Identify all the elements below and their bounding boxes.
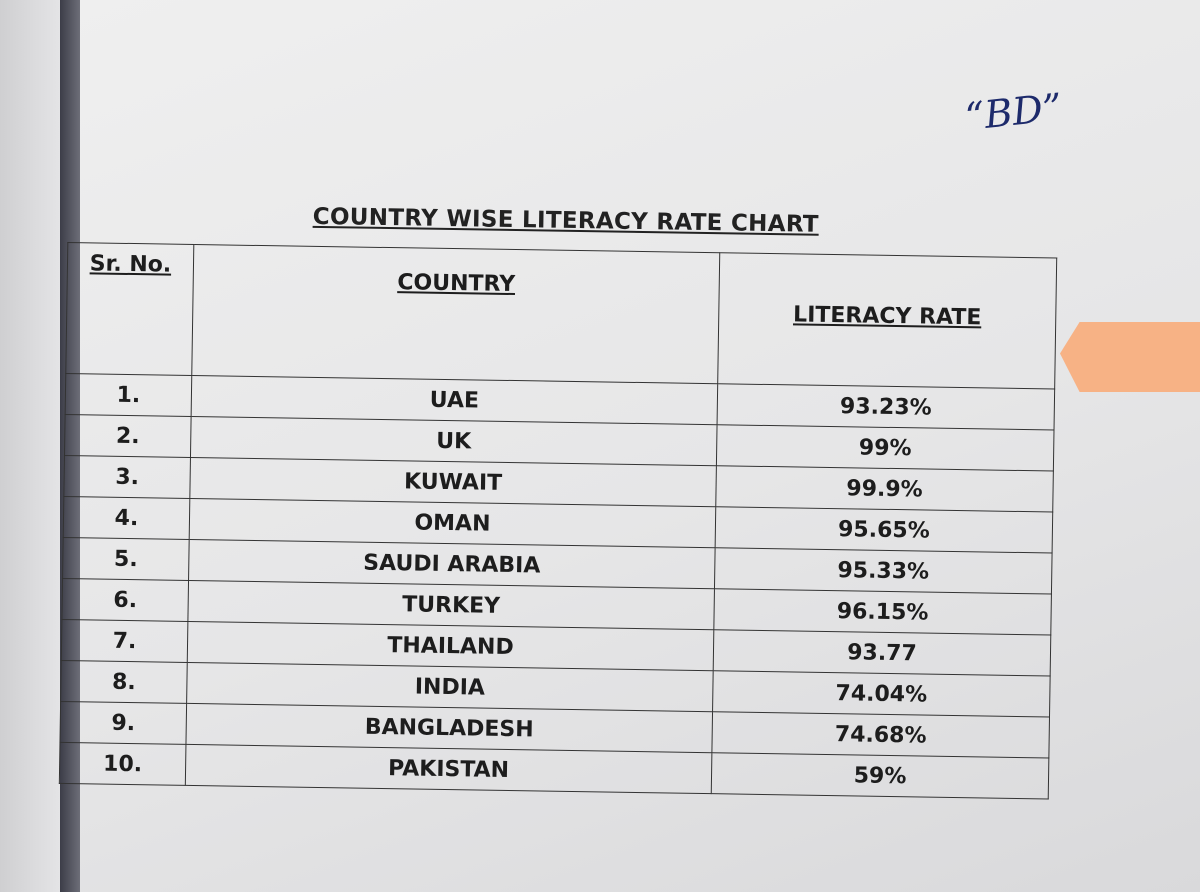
rate-cell: 93.23% (717, 383, 1055, 431)
header-cell: COUNTRY (191, 244, 720, 384)
rate-cell: 95.33% (714, 547, 1053, 594)
rate-cell: 74.68% (711, 711, 1050, 758)
sticky-tab (1060, 322, 1200, 392)
table-head: Sr. No. COUNTRY LITERACY RATE (65, 242, 1057, 390)
rate-cell: 74.04% (712, 670, 1051, 717)
header-row: Sr. No. COUNTRY LITERACY RATE (65, 242, 1057, 390)
document: COUNTRY WISE LITERACY RATE CHART Sr. No.… (59, 200, 1063, 800)
rate-cell: 96.15% (713, 588, 1052, 635)
binder-edge (60, 0, 80, 892)
header-cell: LITERACY RATE (717, 252, 1057, 390)
paper (80, 0, 1200, 892)
table-body: 1. UAE 93.23% 2. UK 99% 3. KUWAIT 99.9% 4. OMAN 95.… (59, 373, 1055, 799)
serial-cell: 9. (59, 701, 187, 745)
header-cell: Sr. No. (65, 242, 194, 376)
rate-cell: 99% (716, 424, 1055, 472)
serial-cell: 1. (65, 373, 192, 417)
serial-cell: 7. (61, 619, 188, 663)
serial-cell: 2. (64, 414, 192, 458)
serial-cell: 4. (63, 496, 190, 540)
serial-cell: 8. (60, 660, 188, 704)
rate-cell: 99.9% (715, 465, 1054, 513)
literacy-table: Sr. No. COUNTRY LITERACY RATE 1. UAE 93.23… (59, 242, 1057, 799)
serial-cell: 5. (62, 537, 190, 581)
serial-cell: 3. (63, 455, 191, 499)
rate-cell: 93.77 (713, 629, 1051, 676)
back-sheet (0, 0, 60, 892)
rate-cell: 59% (711, 752, 1049, 799)
serial-cell: 10. (59, 742, 186, 786)
rate-cell: 95.65% (715, 506, 1053, 554)
serial-cell: 6. (61, 578, 189, 622)
country-cell: PAKISTAN (185, 744, 712, 794)
